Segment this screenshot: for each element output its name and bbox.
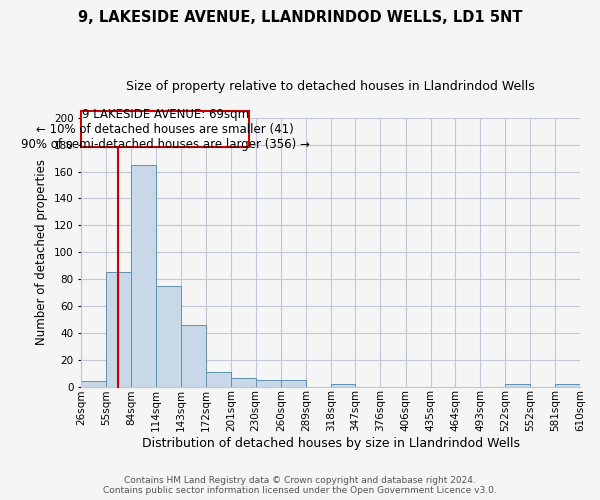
Text: 9 LAKESIDE AVENUE: 69sqm
← 10% of detached houses are smaller (41)
90% of semi-d: 9 LAKESIDE AVENUE: 69sqm ← 10% of detach…: [20, 108, 310, 150]
Text: Contains HM Land Registry data © Crown copyright and database right 2024.
Contai: Contains HM Land Registry data © Crown c…: [103, 476, 497, 495]
Y-axis label: Number of detached properties: Number of detached properties: [35, 159, 49, 345]
Bar: [231, 378, 256, 386]
Bar: [331, 384, 355, 386]
Bar: [82, 381, 106, 386]
Bar: [281, 380, 306, 386]
Bar: [106, 272, 131, 386]
Bar: [555, 384, 580, 386]
Text: 9, LAKESIDE AVENUE, LLANDRINDOD WELLS, LD1 5NT: 9, LAKESIDE AVENUE, LLANDRINDOD WELLS, L…: [78, 10, 522, 25]
X-axis label: Distribution of detached houses by size in Llandrindod Wells: Distribution of detached houses by size …: [142, 437, 520, 450]
Bar: [155, 286, 181, 386]
Bar: [256, 380, 281, 386]
Bar: [206, 372, 231, 386]
Title: Size of property relative to detached houses in Llandrindod Wells: Size of property relative to detached ho…: [127, 80, 535, 93]
Bar: [131, 165, 155, 386]
FancyBboxPatch shape: [82, 111, 249, 148]
Bar: [181, 324, 206, 386]
Bar: [505, 384, 530, 386]
